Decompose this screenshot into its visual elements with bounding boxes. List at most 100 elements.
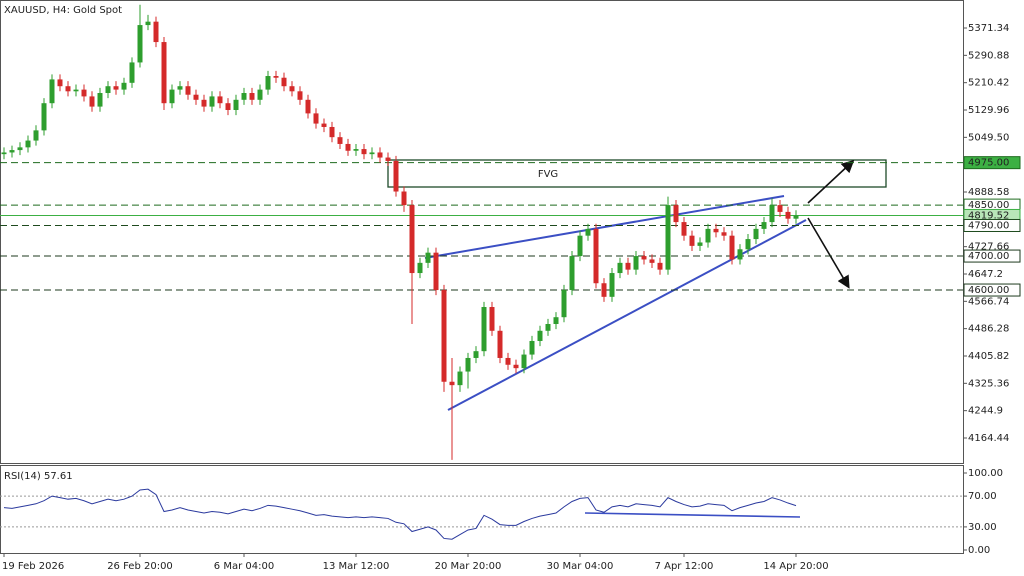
candle-body — [761, 222, 767, 229]
candle-body — [305, 99, 311, 114]
candle-body — [129, 62, 135, 83]
y-tick-label: 4244.9 — [968, 406, 1003, 417]
candle-body — [153, 21, 159, 43]
candle-body — [665, 205, 671, 270]
y-tick-label: 100.00 — [968, 468, 1003, 479]
rsi-panel — [0, 465, 964, 554]
x-tick-label: 19 Feb 2026 — [2, 561, 64, 572]
candle-body — [593, 228, 599, 284]
candle-body — [785, 211, 791, 219]
candle-body — [537, 330, 543, 341]
candle-body — [17, 147, 23, 151]
candle-body — [401, 191, 407, 206]
y-tick-label: 4727.66 — [968, 242, 1009, 253]
candle-body — [513, 364, 519, 369]
y-tick-label: 5210.42 — [968, 78, 1009, 89]
candle-body — [545, 323, 551, 331]
candle-body — [249, 93, 255, 100]
y-tick-label: 4486.28 — [968, 324, 1009, 335]
candle-body — [281, 77, 287, 87]
candle-body — [161, 42, 167, 104]
candle-body — [169, 89, 175, 104]
candle-body — [289, 86, 295, 92]
x-tick-label: 7 Apr 12:00 — [655, 561, 714, 572]
y-tick-label: 0.00 — [968, 545, 990, 556]
candle-body — [361, 149, 367, 155]
candle-body — [489, 307, 495, 331]
rsi-line — [3, 488, 797, 540]
trendline-lower — [447, 219, 807, 411]
candle-body — [73, 89, 79, 92]
y-tick-label: 70.00 — [968, 491, 997, 502]
x-tick-label: 13 Mar 12:00 — [323, 561, 390, 572]
candle-body — [793, 215, 799, 219]
level-box — [963, 156, 1021, 170]
candle-body — [393, 160, 399, 192]
candle-body — [369, 152, 375, 155]
candle-body — [585, 228, 591, 236]
candle-body — [713, 228, 719, 233]
candle-body — [113, 86, 119, 90]
y-tick-label: 4325.36 — [968, 378, 1009, 389]
candle-body — [697, 242, 703, 246]
candle-body — [553, 317, 559, 324]
candle-body — [561, 290, 567, 318]
level-label: 4850.00 — [968, 200, 1009, 211]
trendline-upper — [424, 195, 785, 259]
level-label: 4700.00 — [968, 251, 1009, 262]
candle-body — [41, 103, 47, 131]
candle-body — [193, 94, 199, 100]
fvg-label: FVG — [538, 169, 558, 180]
y-tick-label: 4647.2 — [968, 269, 1003, 280]
x-tick-label: 26 Feb 20:00 — [107, 561, 173, 572]
candle-body — [745, 239, 751, 250]
candle-body — [121, 82, 127, 90]
candle-body — [769, 205, 775, 223]
candle-body — [185, 86, 191, 95]
candle-body — [89, 96, 95, 107]
candle-body — [57, 79, 63, 87]
level-label: 4790.00 — [968, 220, 1009, 231]
candle-body — [201, 99, 207, 107]
y-tick-label: 4164.44 — [968, 433, 1009, 444]
candle-body — [217, 96, 223, 104]
y-tick-label: 5371.34 — [968, 23, 1009, 34]
candle-body — [9, 150, 15, 153]
candle-body — [353, 149, 359, 151]
candle-body — [657, 262, 663, 270]
candle-body — [689, 235, 695, 246]
candle-body — [297, 91, 303, 100]
candle-body — [25, 140, 31, 148]
candle-body — [649, 259, 655, 263]
candle-body — [481, 307, 487, 352]
x-tick-label: 30 Mar 04:00 — [547, 561, 614, 572]
candle-body — [473, 351, 479, 358]
candle-body — [457, 371, 463, 386]
candle-body — [433, 252, 439, 291]
candle-body — [1, 152, 7, 155]
candle-body — [633, 256, 639, 270]
candle-body — [417, 262, 423, 274]
y-tick-label: 4888.58 — [968, 187, 1009, 198]
candle-body — [521, 354, 527, 369]
candle-body — [673, 205, 679, 223]
candle-body — [777, 205, 783, 212]
x-tick-label: 14 Apr 20:00 — [763, 561, 828, 572]
candle-body — [601, 283, 607, 297]
candle-body — [497, 330, 503, 358]
candle-body — [449, 381, 455, 386]
candle-body — [329, 126, 335, 138]
candle-body — [721, 232, 727, 236]
candle-body — [625, 262, 631, 270]
candle-body — [313, 113, 319, 124]
y-tick-label: 30.00 — [968, 522, 997, 533]
candle-body — [105, 86, 111, 94]
y-tick-label: 5290.88 — [968, 50, 1009, 61]
candle-body — [241, 93, 247, 100]
candle-body — [465, 357, 471, 372]
candle-body — [137, 25, 143, 63]
level-box — [963, 218, 1021, 232]
candle-body — [617, 262, 623, 274]
candle-body — [441, 290, 447, 382]
candle-body — [145, 21, 151, 26]
